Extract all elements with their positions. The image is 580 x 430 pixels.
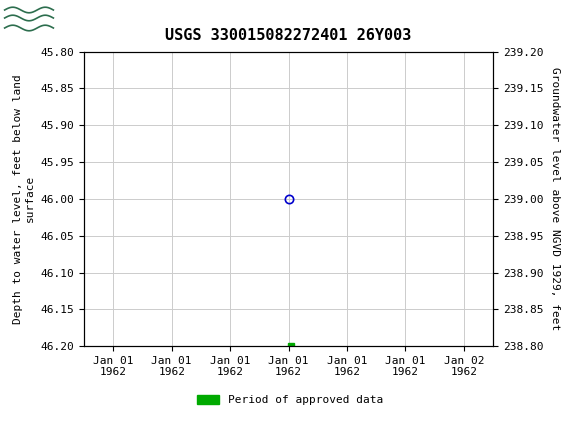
Y-axis label: Depth to water level, feet below land
surface: Depth to water level, feet below land su… bbox=[13, 74, 35, 324]
Text: USGS: USGS bbox=[61, 11, 116, 29]
Bar bbox=[3, 3, 55, 37]
Y-axis label: Groundwater level above NGVD 1929, feet: Groundwater level above NGVD 1929, feet bbox=[550, 67, 560, 331]
Legend: Period of approved data: Period of approved data bbox=[193, 390, 387, 409]
Title: USGS 330015082272401 26Y003: USGS 330015082272401 26Y003 bbox=[165, 28, 412, 43]
